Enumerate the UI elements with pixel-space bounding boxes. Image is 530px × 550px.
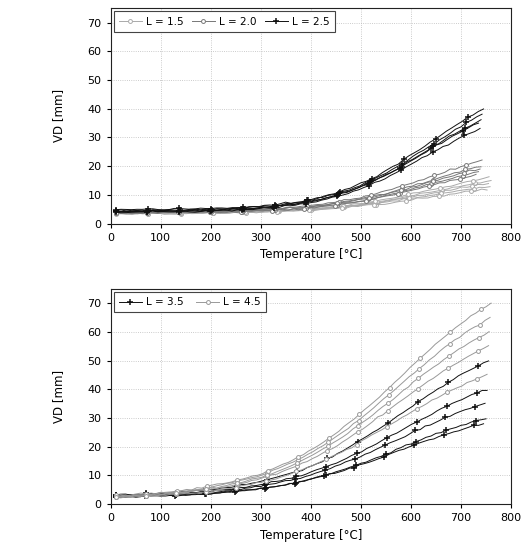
L = 1.5 bbox=[439, 186, 445, 193]
L = 4.5 bbox=[148, 492, 154, 498]
L = 3.5 bbox=[448, 426, 454, 432]
L = 2.5 bbox=[145, 208, 151, 214]
L = 2.0 bbox=[128, 210, 135, 216]
L = 1.5 bbox=[112, 210, 119, 217]
L = 1.5 bbox=[232, 209, 238, 216]
L = 4.5 bbox=[415, 385, 421, 392]
X-axis label: Temperature [°C]: Temperature [°C] bbox=[260, 529, 362, 542]
Legend: L = 1.5, L = 2.0, L = 2.5: L = 1.5, L = 2.0, L = 2.5 bbox=[114, 12, 335, 32]
L = 2.5 bbox=[427, 139, 434, 145]
L = 4.5 bbox=[400, 396, 406, 403]
L = 2.0 bbox=[165, 208, 172, 215]
Line: L = 2.5: L = 2.5 bbox=[113, 106, 487, 214]
L = 3.5 bbox=[413, 438, 419, 445]
L = 2.5 bbox=[166, 206, 172, 213]
X-axis label: Temperature [°C]: Temperature [°C] bbox=[260, 248, 362, 261]
L = 3.5 bbox=[423, 434, 429, 441]
Text: VD [mm]: VD [mm] bbox=[52, 89, 65, 142]
L = 1.5 bbox=[434, 188, 440, 195]
L = 2.5 bbox=[321, 193, 327, 200]
Text: VD [mm]: VD [mm] bbox=[52, 370, 65, 423]
L = 1.5 bbox=[205, 210, 211, 216]
L = 1.5 bbox=[167, 210, 173, 216]
Line: L = 2.0: L = 2.0 bbox=[114, 165, 483, 215]
L = 3.5 bbox=[112, 493, 119, 500]
L = 2.0 bbox=[319, 202, 325, 209]
L = 3.5 bbox=[408, 441, 414, 447]
L = 2.5 bbox=[112, 207, 119, 214]
L = 2.0 bbox=[229, 207, 235, 213]
L = 2.0 bbox=[430, 177, 437, 183]
L = 4.5 bbox=[410, 389, 416, 395]
L = 4.5 bbox=[450, 362, 456, 369]
Line: L = 1.5: L = 1.5 bbox=[114, 179, 493, 216]
L = 4.5 bbox=[112, 493, 119, 500]
L = 2.5 bbox=[432, 136, 439, 142]
L = 4.5 bbox=[485, 342, 492, 349]
L = 2.5 bbox=[230, 205, 236, 212]
L = 4.5 bbox=[128, 493, 134, 500]
L = 1.5 bbox=[123, 211, 130, 217]
L = 1.5 bbox=[325, 205, 331, 211]
L = 2.0 bbox=[202, 207, 209, 214]
L = 2.0 bbox=[112, 209, 119, 216]
L = 3.5 bbox=[147, 493, 154, 499]
Legend: L = 3.5, L = 4.5: L = 3.5, L = 4.5 bbox=[114, 292, 266, 312]
L = 4.5 bbox=[425, 378, 431, 384]
L = 2.5 bbox=[480, 106, 487, 112]
L = 3.5 bbox=[398, 444, 404, 451]
L = 2.5 bbox=[203, 206, 209, 212]
Line: L = 4.5: L = 4.5 bbox=[114, 344, 491, 499]
L = 2.0 bbox=[425, 178, 431, 185]
L = 1.5 bbox=[488, 177, 494, 184]
L = 2.0 bbox=[478, 163, 484, 170]
L = 3.5 bbox=[483, 415, 489, 422]
Line: L = 3.5: L = 3.5 bbox=[113, 416, 489, 500]
L = 3.5 bbox=[132, 494, 139, 501]
